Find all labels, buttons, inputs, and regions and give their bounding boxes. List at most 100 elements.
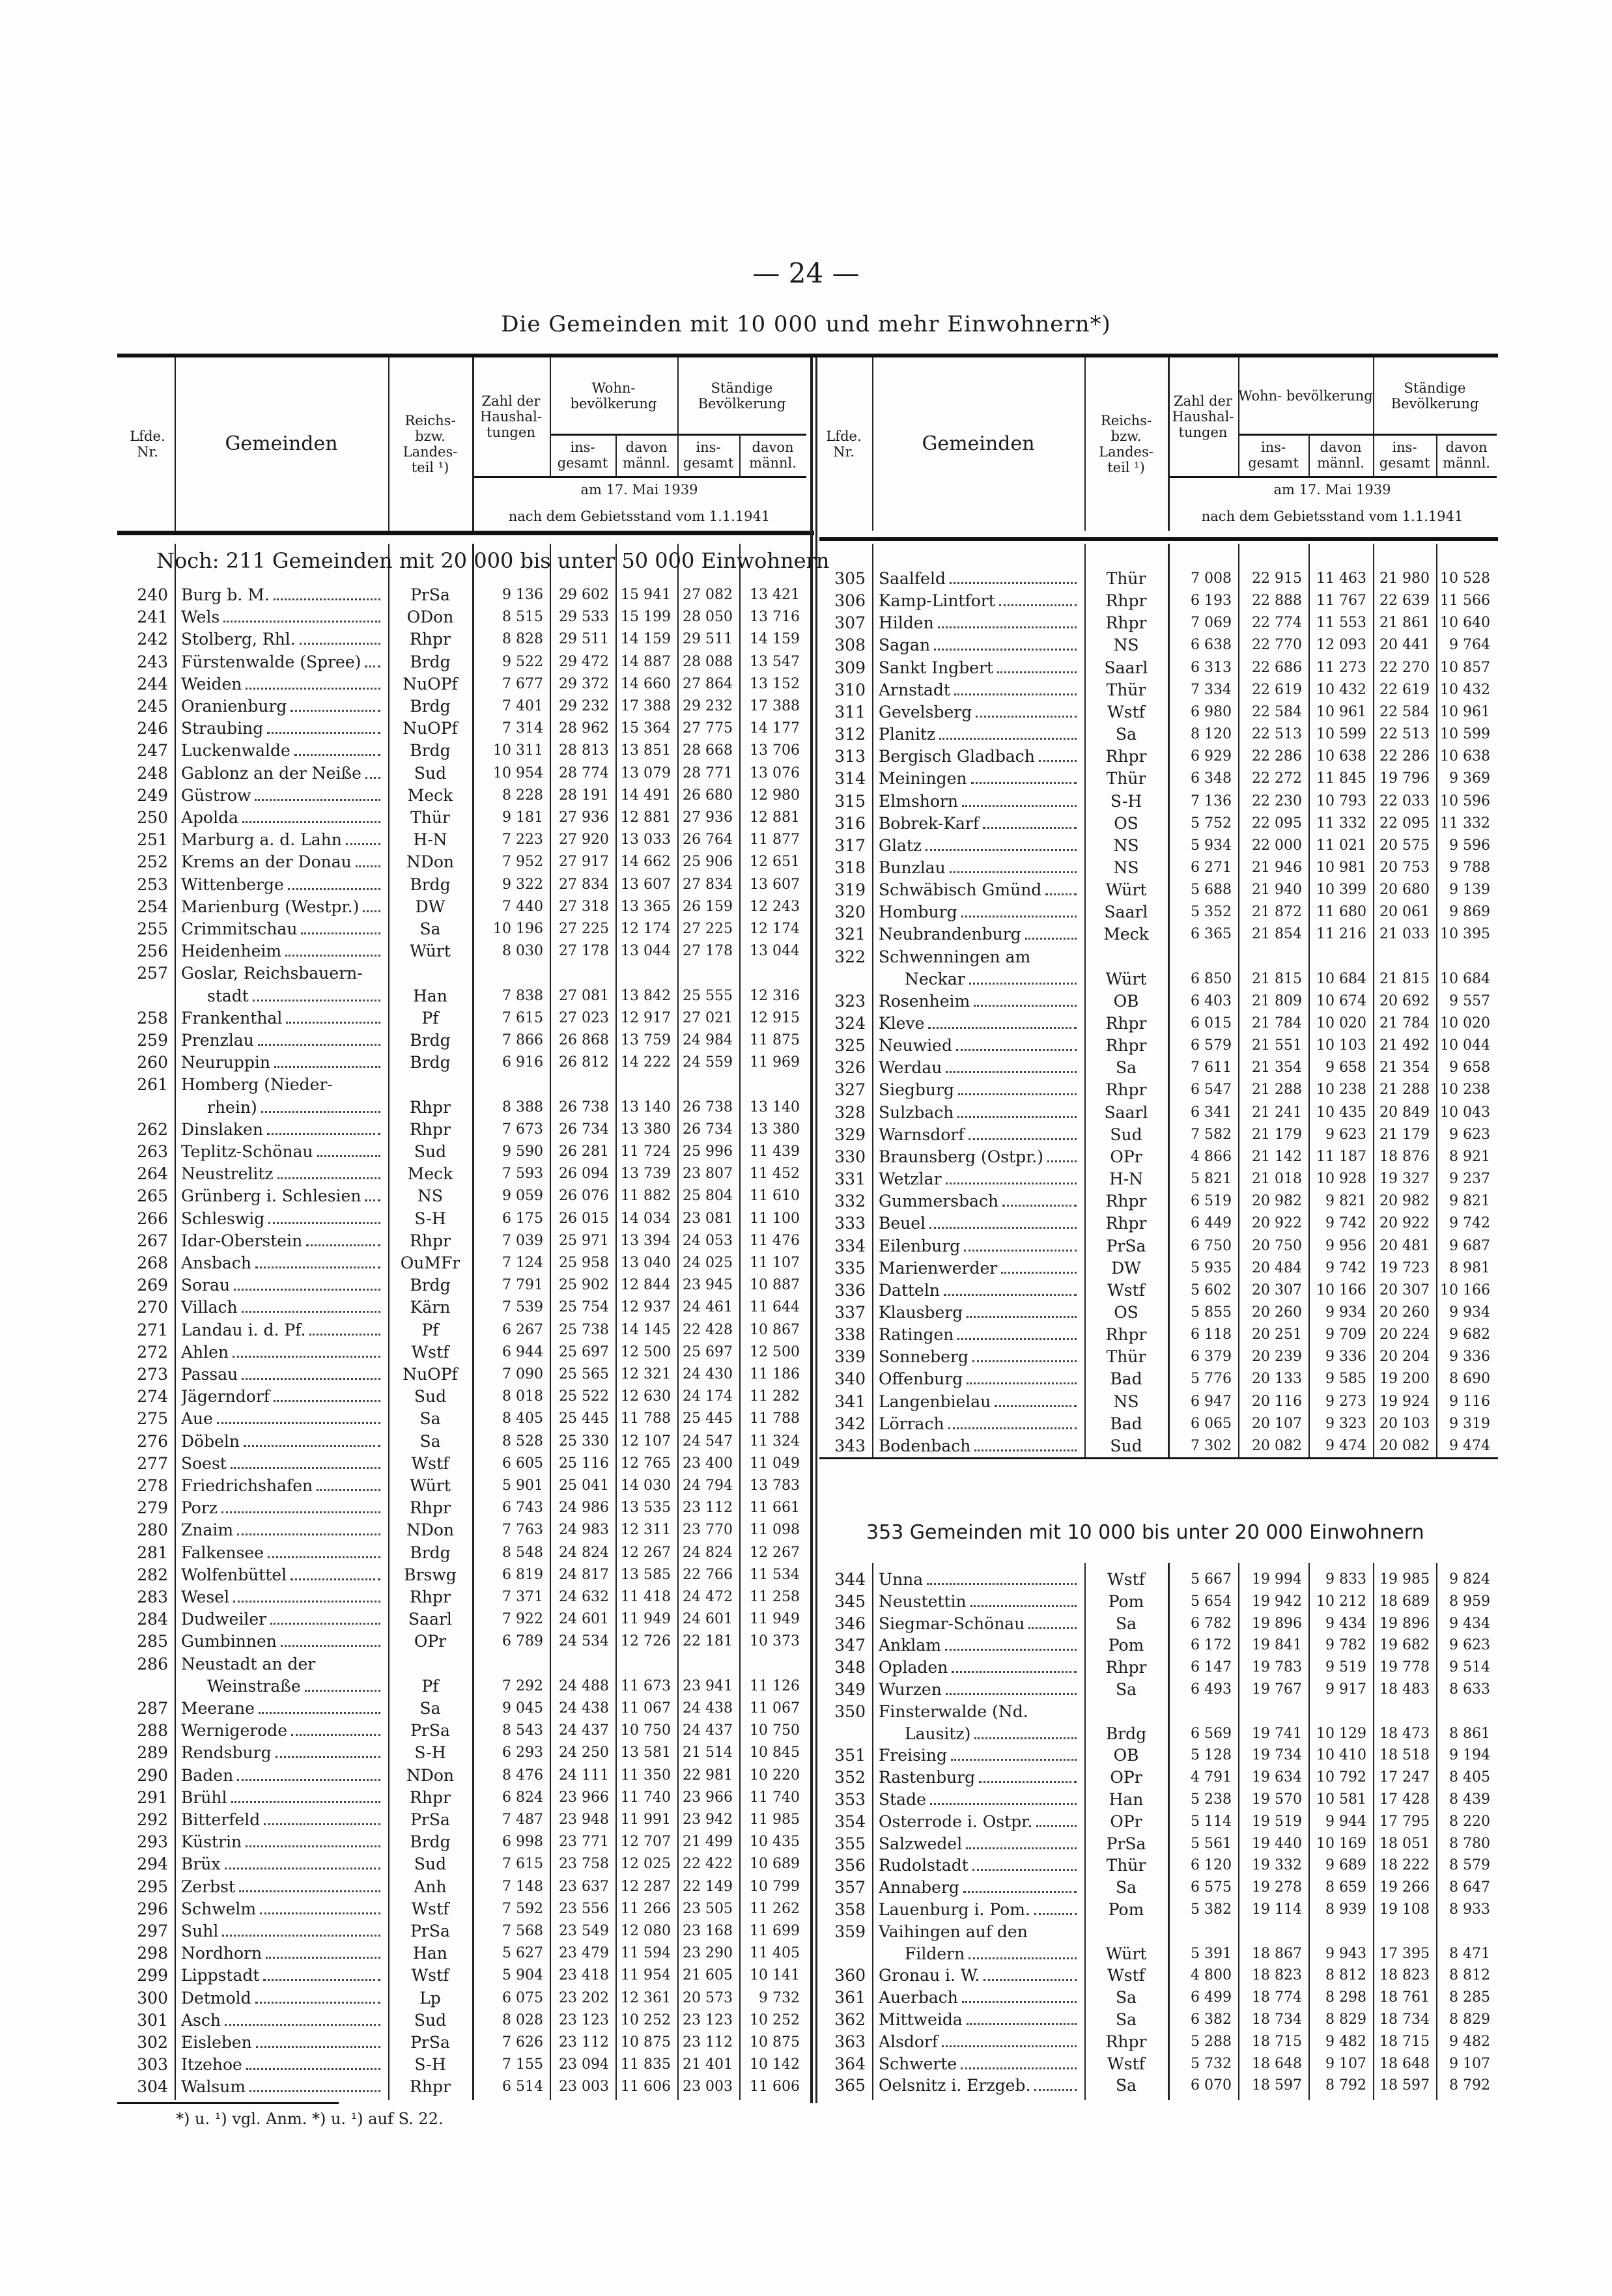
households: 8 828 [502,631,543,648]
dot-leader [969,968,1077,985]
row-number: 335 [834,1258,866,1278]
residents-total: 19 634 [1252,1769,1302,1786]
permanent-male: 12 651 [750,854,800,871]
households: 6 065 [1191,1415,1232,1432]
region-code: Sud [414,763,447,783]
households: 5 752 [1191,815,1232,832]
table-row: 245 Oranienburg Brdg 7 401 29 232 17 388 29 23… [0,695,1612,718]
region-code: H-N [413,830,447,850]
permanent-total: 17 795 [1379,1813,1430,1830]
dot-leader [957,1324,1077,1341]
permanent-total: 20 061 [1379,904,1430,921]
dot-leader [927,1569,1077,1585]
households: 6 313 [1191,659,1232,676]
table-row: 330 Braunsberg (Ostpr.) OPr 4 866 21 142 11 1… [0,1146,1612,1168]
municipality-name-text: Straubing [181,719,264,738]
region-code: Sa [419,919,441,938]
municipality-name: Wels [181,606,383,628]
residents-male: 9 323 [1325,1415,1366,1432]
households: 9 136 [502,587,543,603]
permanent-total: 20 103 [1379,1415,1430,1432]
permanent-total: 19 896 [1379,1615,1430,1632]
table-row: 259 Prenzlau Brdg 7 866 26 868 13 759 24 984 11… [0,1029,1612,1052]
residents-male: 14 660 [621,675,671,692]
residents-male: 13 739 [621,1166,671,1183]
municipality-name: Bergisch Gladbach [879,746,1079,768]
households: 7 302 [1191,1437,1232,1454]
permanent-male: 13 783 [750,1477,800,1494]
dot-leader [998,590,1077,607]
permanent-total: 27 936 [683,809,733,826]
residents-male: 10 792 [1316,1769,1366,1786]
region-code: Sa [1115,2010,1137,2029]
row-number: 310 [834,680,866,699]
residents-total: 21 018 [1252,1171,1302,1188]
residents-total: 27 834 [559,876,609,893]
residents-total: 21 241 [1252,1104,1302,1121]
table-row: 319 Schwäbisch Gmünd Würt 5 688 21 940 10 399… [0,879,1612,901]
residents-total: 28 774 [559,764,609,781]
dot-leader [261,1097,380,1113]
residents-male: 11 273 [1316,659,1366,676]
region-code: Brdg [410,1031,451,1050]
region-code: Thür [1106,1347,1146,1367]
table-row: 363 Alsdorf Rhpr 5 288 18 715 9 482 18 715 9 48… [0,2031,1612,2053]
residents-total: 27 318 [559,898,609,915]
residents-male: 10 793 [1316,792,1366,809]
residents-male: 13 044 [621,943,671,960]
row-number: 318 [834,858,866,877]
row-number: 308 [834,636,866,655]
dot-leader [266,1119,380,1135]
municipality-name-text: Neubrandenburg [879,925,1021,944]
municipality-name: Marienburg (Westpr.) [181,896,383,918]
residents-male: 11 724 [621,1143,671,1160]
dot-leader [983,813,1077,829]
region-code: PrSa [410,585,450,604]
region-code: Sa [419,1699,441,1718]
households: 5 901 [502,1477,543,1494]
row-number: 312 [834,725,866,744]
dot-leader [942,2031,1077,2047]
municipality-name-text: Homburg [879,903,957,922]
row-number: 340 [834,1369,866,1389]
residents-total: 27 023 [559,1009,609,1026]
residents-total: 21 551 [1252,1037,1302,1054]
residents-total: 22 286 [1252,748,1302,765]
municipality-name-text: Stade [879,1790,926,1809]
permanent-male: 10 887 [750,1277,800,1294]
municipality-name-text: Gevelsberg [879,702,972,721]
table-row: 348 Opladen Rhpr 6 147 19 783 9 519 19 778 9 51… [0,1657,1612,1679]
residents-male: 13 140 [621,1099,671,1115]
table-row: 325 Neuwied Rhpr 6 579 21 551 10 103 21 492 10 … [0,1035,1612,1057]
permanent-male: 8 633 [1449,1681,1490,1698]
residents-male: 10 212 [1316,1593,1366,1610]
residents-total: 24 438 [559,1700,609,1716]
permanent-male: 14 159 [750,631,800,648]
dot-leader [252,985,380,1001]
row-number: 323 [834,991,866,1011]
permanent-total: 18 761 [1379,1989,1430,2006]
municipality-name-text: Marienburg (Westpr.) [181,897,360,916]
residents-total: 20 082 [1252,1437,1302,1454]
households: 7 124 [502,1255,543,1271]
municipality-name-text: Fildern [905,1944,965,1963]
table-row: 358 Lauenburg i. Pom. Pom 5 382 19 114 8 939 1… [0,1899,1612,1921]
dot-leader [267,718,380,735]
permanent-male: 11 644 [750,1299,800,1316]
permanent-total: 23 168 [683,1923,733,1939]
municipality-name: Lauenburg i. Pom. [879,1899,1079,1921]
permanent-male: 9 237 [1449,1171,1490,1188]
households: 5 667 [1191,1571,1232,1588]
dot-leader [972,1855,1077,1871]
region-code: Wstf [1107,2054,1145,2073]
row-number: 250 [137,808,168,827]
residents-total: 29 372 [559,675,609,692]
table-row: 297 Suhl PrSa 7 568 23 549 12 080 23 168 11 699 [0,1920,1612,1942]
residents-total: 18 648 [1252,2055,1302,2072]
permanent-total: 20 982 [1379,1193,1430,1210]
permanent-male: 9 336 [1449,1349,1490,1365]
municipality-name-text: Grünberg i. Schlesien [181,1186,361,1206]
dot-leader [945,1168,1077,1185]
row-number: 264 [137,1164,168,1184]
municipality-name-text: Wels [181,608,220,627]
